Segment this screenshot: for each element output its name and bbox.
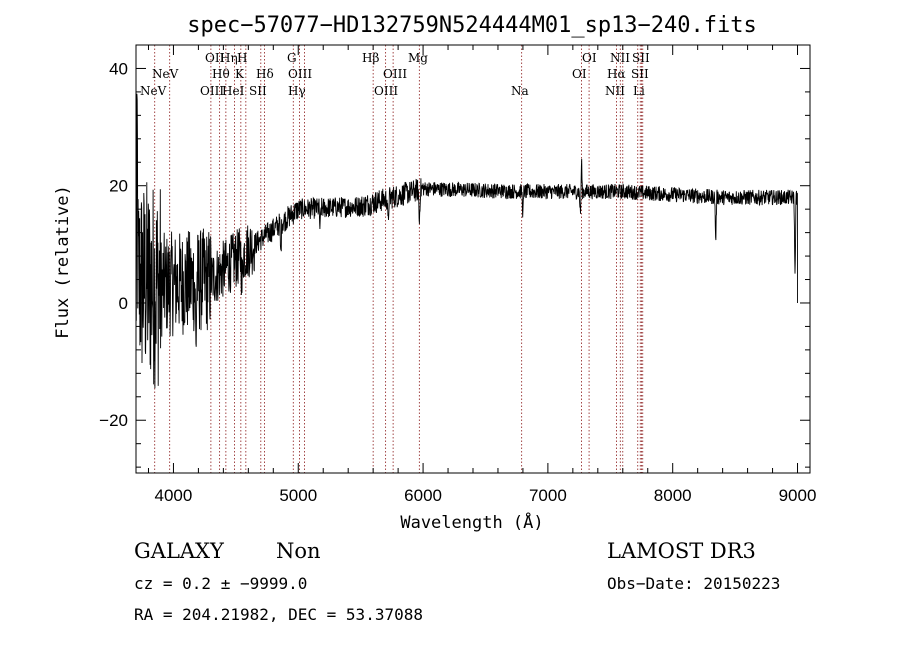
line-label-h-7: Hδ xyxy=(256,67,274,81)
line-label-h-4: H xyxy=(237,51,247,65)
line-label-h-14: Hβ xyxy=(362,51,379,65)
line-label-nev-1: NeV xyxy=(152,67,179,81)
x-tick-label-6000: 6000 xyxy=(404,486,442,505)
line-label-sii-24: SII xyxy=(631,67,649,81)
y-axis-ticks: −20 0 20 40 xyxy=(99,44,810,468)
line-label-nii-25: NII xyxy=(605,84,625,98)
line-label-na-18: Na xyxy=(511,84,529,98)
line-label-oiii-12: OIII xyxy=(288,67,312,81)
line-label-oi-20: OI xyxy=(572,67,587,81)
x-tick-label-4000: 4000 xyxy=(155,486,193,505)
y-tick-label-20: 20 xyxy=(109,177,128,196)
line-label-oiii-16: OIII xyxy=(374,84,398,98)
line-label-mg-17: Mg xyxy=(408,51,428,65)
line-label-nii-21: NII xyxy=(610,51,630,65)
x-axis-ticks: 4000 5000 6000 7000 8000 9000 xyxy=(147,45,817,505)
x-tick-label-9000: 9000 xyxy=(779,486,817,505)
line-label-oii-2: OII xyxy=(205,51,225,65)
line-label-oi-19: OI xyxy=(582,51,597,65)
coordinates: RA = 204.21982, DEC = 53.37088 xyxy=(134,605,423,624)
line-label-sii-22: SII xyxy=(632,51,650,65)
line-label-oiii-8: OIII xyxy=(200,84,224,98)
x-tick-label-7000: 7000 xyxy=(529,486,567,505)
x-axis-label: Wavelength (Å) xyxy=(400,511,543,533)
y-tick-label--20: −20 xyxy=(99,411,128,430)
x-tick-label-5000: 5000 xyxy=(279,486,317,505)
chart-title: spec−57077−HD132759N524444M01_sp13−240.f… xyxy=(187,13,757,38)
line-label-sii-10: SII xyxy=(249,84,267,98)
spectrum-series xyxy=(135,93,798,389)
survey-name: LAMOST DR3 xyxy=(607,539,756,563)
line-label-g-11: G xyxy=(287,51,297,65)
line-label-li-26: Li xyxy=(633,84,645,98)
line-label-nev-0: NeV xyxy=(140,84,167,98)
spectral-line-markers xyxy=(154,45,644,473)
y-tick-label-40: 40 xyxy=(109,59,128,78)
line-label-h-13: Hγ xyxy=(288,84,306,98)
line-label-h-23: Hα xyxy=(607,67,626,81)
x-tick-label-8000: 8000 xyxy=(654,486,692,505)
object-class: GALAXY xyxy=(134,539,225,563)
observation-date: Obs−Date: 20150223 xyxy=(607,574,780,593)
line-label-h-5: Hθ xyxy=(212,67,230,81)
line-label-hei-9: HeI xyxy=(222,84,245,98)
y-axis-label: Flux (relative) xyxy=(53,185,73,339)
spectrum-line xyxy=(135,93,798,389)
redshift-cz: cz = 0.2 ± −9999.0 xyxy=(134,574,307,593)
line-label-k-6: K xyxy=(235,67,245,81)
line-label-h-3: Hη xyxy=(220,51,238,65)
object-subclass: Non xyxy=(276,539,321,563)
y-tick-label-0: 0 xyxy=(119,294,128,313)
line-label-oiii-15: OIII xyxy=(383,67,407,81)
